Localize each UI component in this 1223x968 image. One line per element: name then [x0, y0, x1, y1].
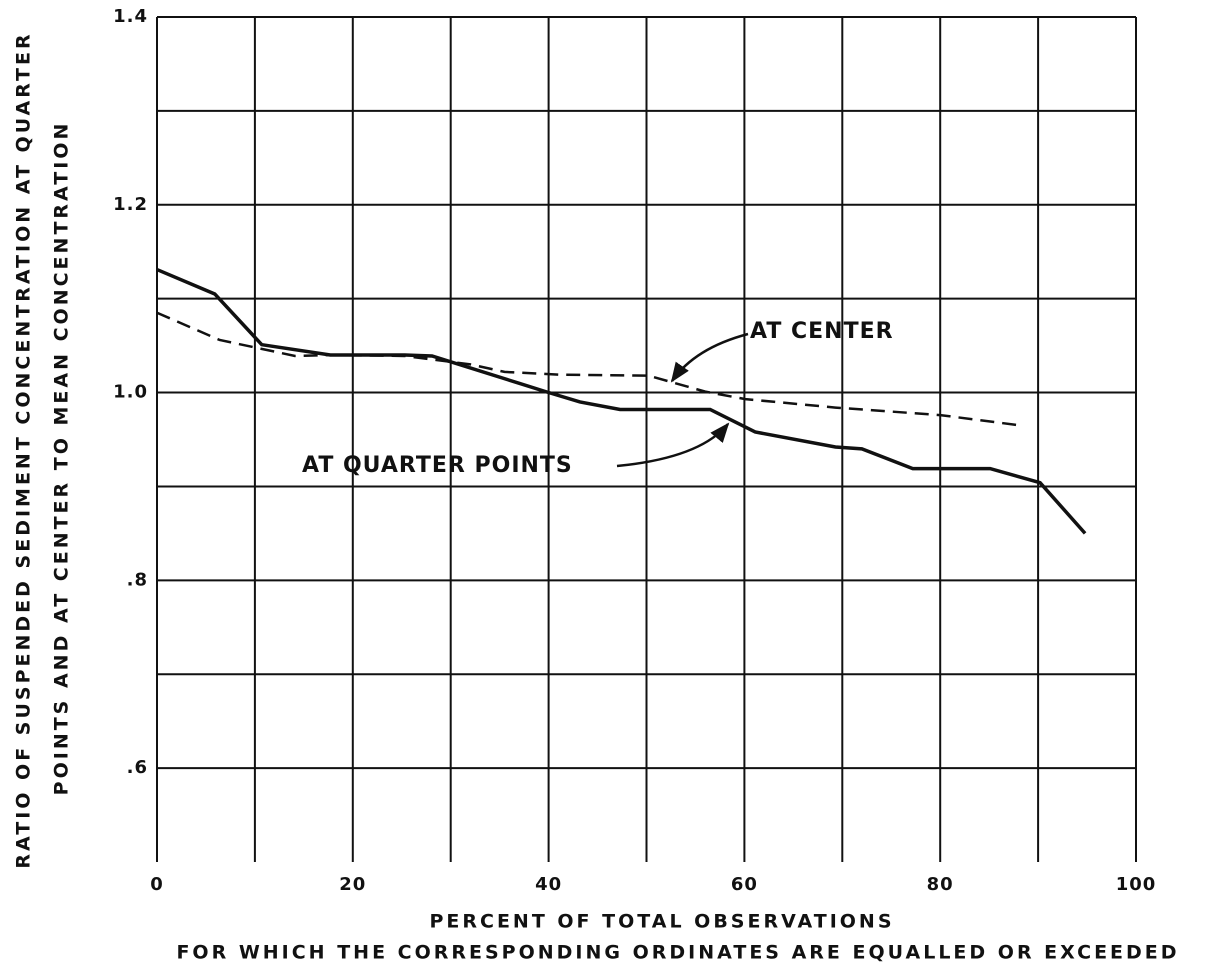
annotation-arrow: [616, 422, 730, 468]
y-tick-label: 1.2: [113, 194, 148, 215]
annotation-arrow: [670, 332, 749, 383]
x-tick-label: 80: [927, 874, 954, 895]
x-axis-label: PERCENT OF TOTAL OBSERVATIONS: [429, 911, 894, 933]
y-tick-label: 1.0: [113, 382, 148, 403]
y-axis-label: RATIO OF SUSPENDED SEDIMENT CONCENTRATIO…: [13, 31, 35, 868]
y-tick-label: .8: [127, 569, 148, 590]
y-axis-label: POINTS AND AT CENTER TO MEAN CONCENTRATI…: [51, 121, 73, 796]
y-tick-label: 1.4: [113, 6, 148, 27]
data-line: [156, 311, 1021, 427]
data-line: [156, 267, 1087, 535]
annotation: AT QUARTER POINTS: [302, 453, 573, 478]
x-tick-label: 0: [150, 874, 164, 895]
x-axis-label: FOR WHICH THE CORRESPONDING ORDINATES AR…: [176, 942, 1179, 964]
x-tick-label: 40: [535, 874, 562, 895]
annotation: AT CENTER: [750, 319, 894, 344]
y-tick-label: .6: [127, 757, 148, 778]
x-tick-label: 100: [1116, 874, 1157, 895]
x-tick-label: 60: [731, 874, 758, 895]
x-tick-label: 20: [339, 874, 366, 895]
